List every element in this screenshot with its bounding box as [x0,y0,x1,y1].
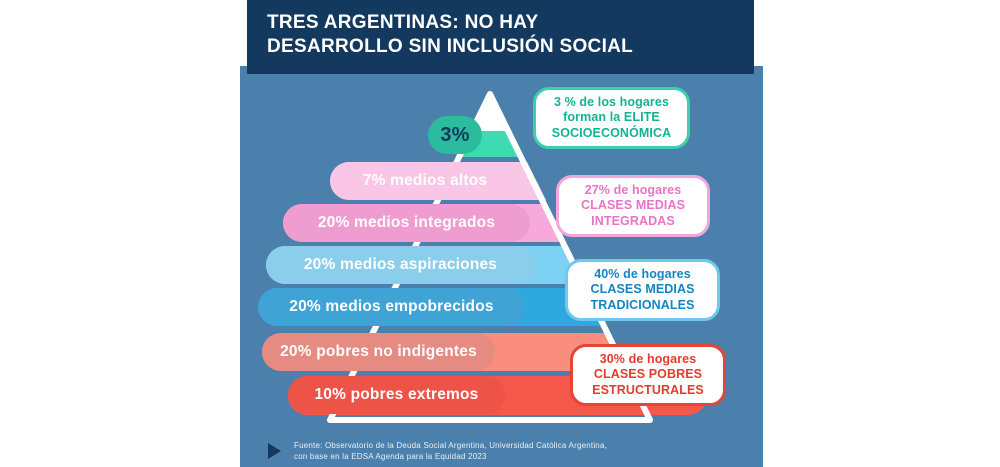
pyramid-pill-medios-altos: 7% medios altos [330,162,520,200]
pyramid-pill-pobres-extremos: 10% pobres extremos [288,376,505,414]
pyramid-pill-pobres-no-indigentes: 20% pobres no indigentes [262,333,495,371]
source-line1: Fuente: Observatorio de la Deuda Social … [294,441,608,450]
callout-line: CLASES MEDIAS [580,198,686,213]
source-line2: con base en la EDSA Agenda para la Equid… [294,451,487,461]
pyramid-pill-elite: 3% [428,116,482,154]
callout-line: 3 % de los hogares [553,94,670,109]
page-title-line2: DESARROLLO SIN INCLUSIÓN SOCIAL [267,36,634,57]
callout-line: CLASES POBRES [593,367,703,382]
callout-clases-medias-integradas: 27% de hogares CLASES MEDIAS INTEGRADAS [556,175,710,237]
callout-line: ESTRUCTURALES [592,382,704,397]
pyramid-pill-label: 20% medios empobrecidos [289,298,494,315]
pyramid-pill-medios-integrados: 20% medios integrados [283,204,530,242]
pyramid-pill-medios-empobrecidos: 20% medios empobrecidos [258,288,525,326]
pyramid-pill-label: 3% [440,123,470,146]
callout-line: forman la ELITE [563,110,660,125]
callout-line: TRADICIONALES [590,297,695,312]
pyramid-pill-medios-aspiraciones: 20% medios aspiraciones [266,246,535,284]
callout-clases-pobres-estructurales: 30% de hogares CLASES POBRES ESTRUCTURAL… [570,344,726,406]
page-title-line1: TRES ARGENTINAS: NO HAY [267,12,539,33]
pyramid-pill-label: 20% medios integrados [317,214,496,231]
play-icon [268,443,281,459]
callout-elite: 3 % de los hogares forman la ELITE SOCIO… [533,87,690,149]
callout-line: 40% de hogares [594,266,691,281]
callout-line: 27% de hogares [584,182,682,197]
callout-line: 30% de hogares [599,351,697,366]
source-text: Fuente: Observatorio de la Deuda Social … [294,441,607,462]
pyramid-pill-label: 10% pobres extremos [314,386,479,403]
pyramid-pill-label: 20% pobres no indigentes [280,343,477,360]
header-bar: TRES ARGENTINAS: NO HAY DESARROLLO SIN I… [247,0,754,74]
callout-line: SOCIOECONÓMICA [551,125,672,140]
callout-line: INTEGRADAS [591,213,675,228]
pyramid-pill-label: 7% medios altos [362,172,488,189]
callout-line: CLASES MEDIAS [590,282,695,297]
callout-clases-medias-tradicionales: 40% de hogares CLASES MEDIAS TRADICIONAL… [565,259,720,321]
footer: Fuente: Observatorio de la Deuda Social … [268,441,607,462]
pyramid-pill-label: 20% medios aspiraciones [303,256,498,273]
